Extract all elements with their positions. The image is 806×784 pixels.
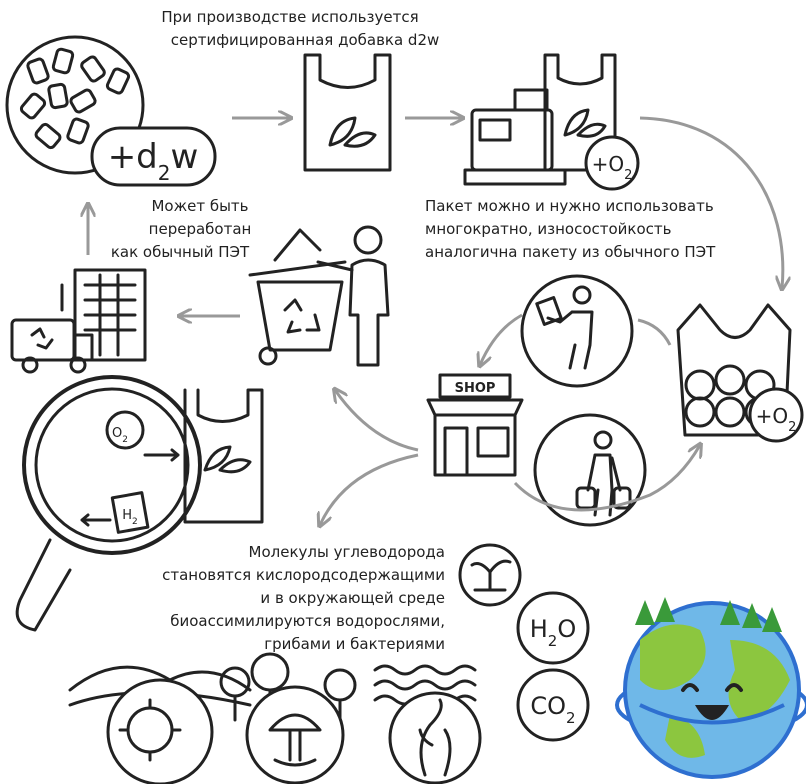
label-part: H (530, 615, 548, 643)
co2-label: CO2 (530, 692, 575, 727)
caption-additive: При производстве используется сертифицир… (161, 8, 439, 49)
label-sub: 2 (158, 161, 171, 185)
caption-line: как обычный ПЭТ (111, 243, 250, 261)
caption-line: Молекулы углеводорода (249, 543, 445, 561)
register-icon: +O2 (465, 55, 638, 189)
caption-line: При производстве используется (161, 8, 418, 26)
label-part: CO (530, 692, 566, 720)
label-part: O (112, 426, 122, 441)
label-sub: 2 (132, 517, 138, 527)
caption-line: переработан (149, 220, 252, 238)
magnifier-icon: O2 H2 (17, 377, 200, 630)
plant-icon (460, 545, 520, 605)
forest-habitat-icon (221, 654, 355, 783)
arrow (638, 320, 670, 345)
infographic: При производстве используется сертифицир… (0, 0, 806, 784)
caption-line: Пакет можно и нужно использовать (425, 197, 714, 215)
soil-habitat-icon (70, 667, 250, 784)
arrow (335, 390, 418, 450)
arrow (480, 315, 522, 365)
h2-label: H2 (122, 508, 138, 527)
caption-line: грибами и бактериями (264, 635, 445, 653)
water-badge: H2O (518, 593, 588, 663)
bag-icon (185, 390, 262, 522)
caption-recycle: Может быть переработан как обычный ПЭТ (111, 197, 251, 261)
label-part: +O (592, 152, 625, 176)
apples-bag-icon: +O2 (678, 305, 802, 441)
caption-line: многократно, износостойкость (425, 220, 672, 238)
caption-line: и в окружающей среде (260, 589, 445, 607)
caption-line: Может быть (151, 197, 248, 215)
caption-line: аналогична пакету из обычного ПЭТ (425, 243, 716, 261)
shop-icon: SHOP (428, 375, 522, 475)
caption-line: сертифицированная добавка d2w (171, 31, 440, 49)
caption-reuse: Пакет можно и нужно использовать многокр… (425, 197, 716, 261)
label-part: +O (756, 404, 789, 428)
label-sub: 2 (788, 420, 796, 435)
caption-degrade: Молекулы углеводорода становятся кислоро… (162, 543, 445, 653)
shop-label: SHOP (455, 381, 496, 396)
arrow (320, 455, 418, 525)
caption-line: становятся кислородсодержащими (162, 566, 445, 584)
water-habitat-icon (375, 666, 480, 783)
granules-icon: +d2w (7, 37, 215, 185)
label-sub: 2 (566, 709, 576, 727)
recycling-plant-icon (12, 270, 145, 372)
label-part: H (122, 508, 132, 523)
label-sub: 2 (548, 632, 558, 650)
label-sub: 2 (624, 168, 632, 183)
co2-badge: CO2 (518, 670, 588, 740)
reading-person-icon (522, 276, 632, 386)
label-part: w (171, 137, 199, 177)
earth-icon (617, 597, 806, 777)
label-part: +d (108, 137, 158, 177)
caption-line: биоассимилируются водорослями, (170, 612, 445, 630)
water-label: H2O (530, 615, 576, 650)
o2-label: O2 (112, 426, 128, 445)
label-part: O (557, 615, 576, 643)
bag-icon (305, 55, 390, 170)
label-sub: 2 (122, 435, 128, 445)
bin-person-icon (250, 227, 388, 365)
